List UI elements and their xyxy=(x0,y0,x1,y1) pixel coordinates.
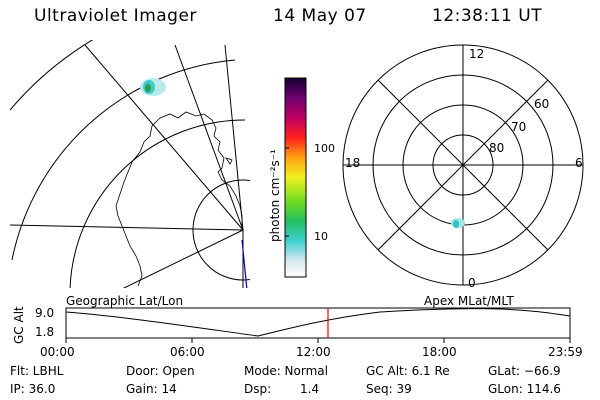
mlt-label-18: 18 xyxy=(345,156,361,170)
status-gcalt: GC Alt: 6.1 Re xyxy=(366,364,450,378)
status-gain: Gain: 14 xyxy=(126,382,177,396)
altitude-ymin: 1.8 xyxy=(35,325,55,339)
xtick-0600: 06:00 xyxy=(170,345,205,359)
status-glon: GLon: 114.6 xyxy=(488,382,561,396)
latitude-arc xyxy=(11,59,236,261)
status-dsp-value: 1.4 xyxy=(300,382,320,396)
lat-label-70: 70 xyxy=(511,120,527,134)
lat-label-80: 80 xyxy=(489,141,505,155)
status-flt: Flt: LBHL xyxy=(10,364,64,378)
geographic-label: Geographic Lat/Lon xyxy=(66,294,184,308)
coastline xyxy=(115,111,243,287)
xtick-1200: 12:00 xyxy=(296,345,331,359)
colorbar-tick-10: 10 xyxy=(314,230,328,243)
status-ip: IP: 36.0 xyxy=(10,382,56,396)
xtick-0000: 00:00 xyxy=(40,345,75,359)
color-bar xyxy=(284,77,307,278)
altitude-ymax: 9.0 xyxy=(35,306,55,320)
status-glat: GLat: −66.9 xyxy=(488,364,561,378)
status-seq: Seq: 39 xyxy=(366,382,412,396)
date-label: 14 May 07 xyxy=(273,6,367,26)
app-title: Ultraviolet Imager xyxy=(34,6,197,26)
mlt-label-6: 6 xyxy=(575,156,583,170)
latitude-arc xyxy=(69,119,246,288)
colorbar-tick-100: 100 xyxy=(314,142,335,155)
status-dsp-label: Dsp: xyxy=(244,382,272,396)
mlt-label-12: 12 xyxy=(469,47,485,61)
lat-label-60: 60 xyxy=(534,97,550,111)
status-mode: Mode: Normal xyxy=(244,364,328,378)
time-label: 12:38:11 UT xyxy=(432,6,543,26)
status-door: Door: Open xyxy=(126,364,195,378)
xtick-1800: 18:00 xyxy=(422,345,457,359)
xtick-2359: 23:59 xyxy=(548,345,583,359)
altitude-curve xyxy=(65,308,571,337)
latitude-arc xyxy=(10,40,94,111)
apex-label: Apex MLat/MLT xyxy=(424,294,514,308)
mlt-label-0: 0 xyxy=(468,276,476,290)
